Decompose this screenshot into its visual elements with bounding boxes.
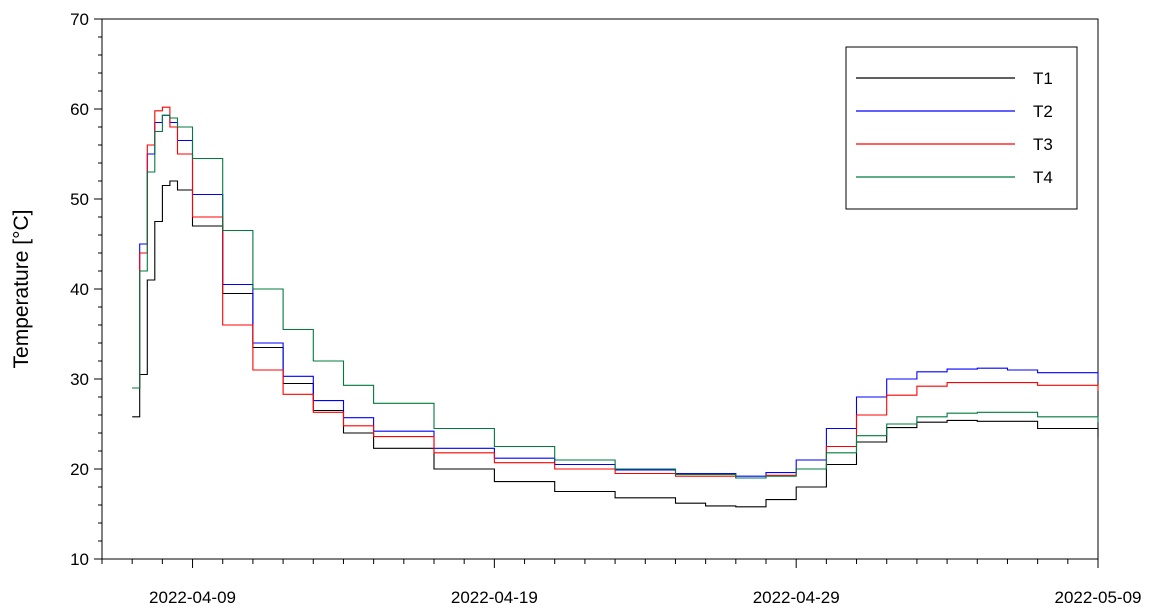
y-tick-label: 10 [70,550,89,569]
legend-label-t2: T2 [1033,102,1053,121]
legend-label-t4: T4 [1033,168,1053,187]
x-tick-label: 2022-04-09 [149,588,236,607]
series-line-t1 [132,180,1099,508]
y-tick-label: 50 [70,190,89,209]
y-tick-label: 30 [70,370,89,389]
y-tick-label: 70 [70,10,89,29]
series-line-t4 [132,114,1099,479]
legend-box [845,46,1078,210]
legend-label-t3: T3 [1033,135,1053,154]
legend-label-t1: T1 [1033,69,1053,88]
y-tick-label: 60 [70,100,89,119]
y-tick-label: 40 [70,280,89,299]
x-tick-label: 2022-04-19 [451,588,538,607]
x-tick-label: 2022-04-29 [753,588,840,607]
x-tick-label: 2022-05-09 [1055,588,1142,607]
legend: T1 T2 T3 T4 [845,46,1078,210]
y-axis-title: Temperature [°C] [10,210,33,369]
y-axis: 10 20 30 40 50 60 70 [70,10,102,569]
series-layer [132,106,1099,508]
y-tick-label: 20 [70,460,89,479]
x-axis: 2022-04-09 2022-04-19 2022-04-29 2022-05-09 [101,559,1142,607]
